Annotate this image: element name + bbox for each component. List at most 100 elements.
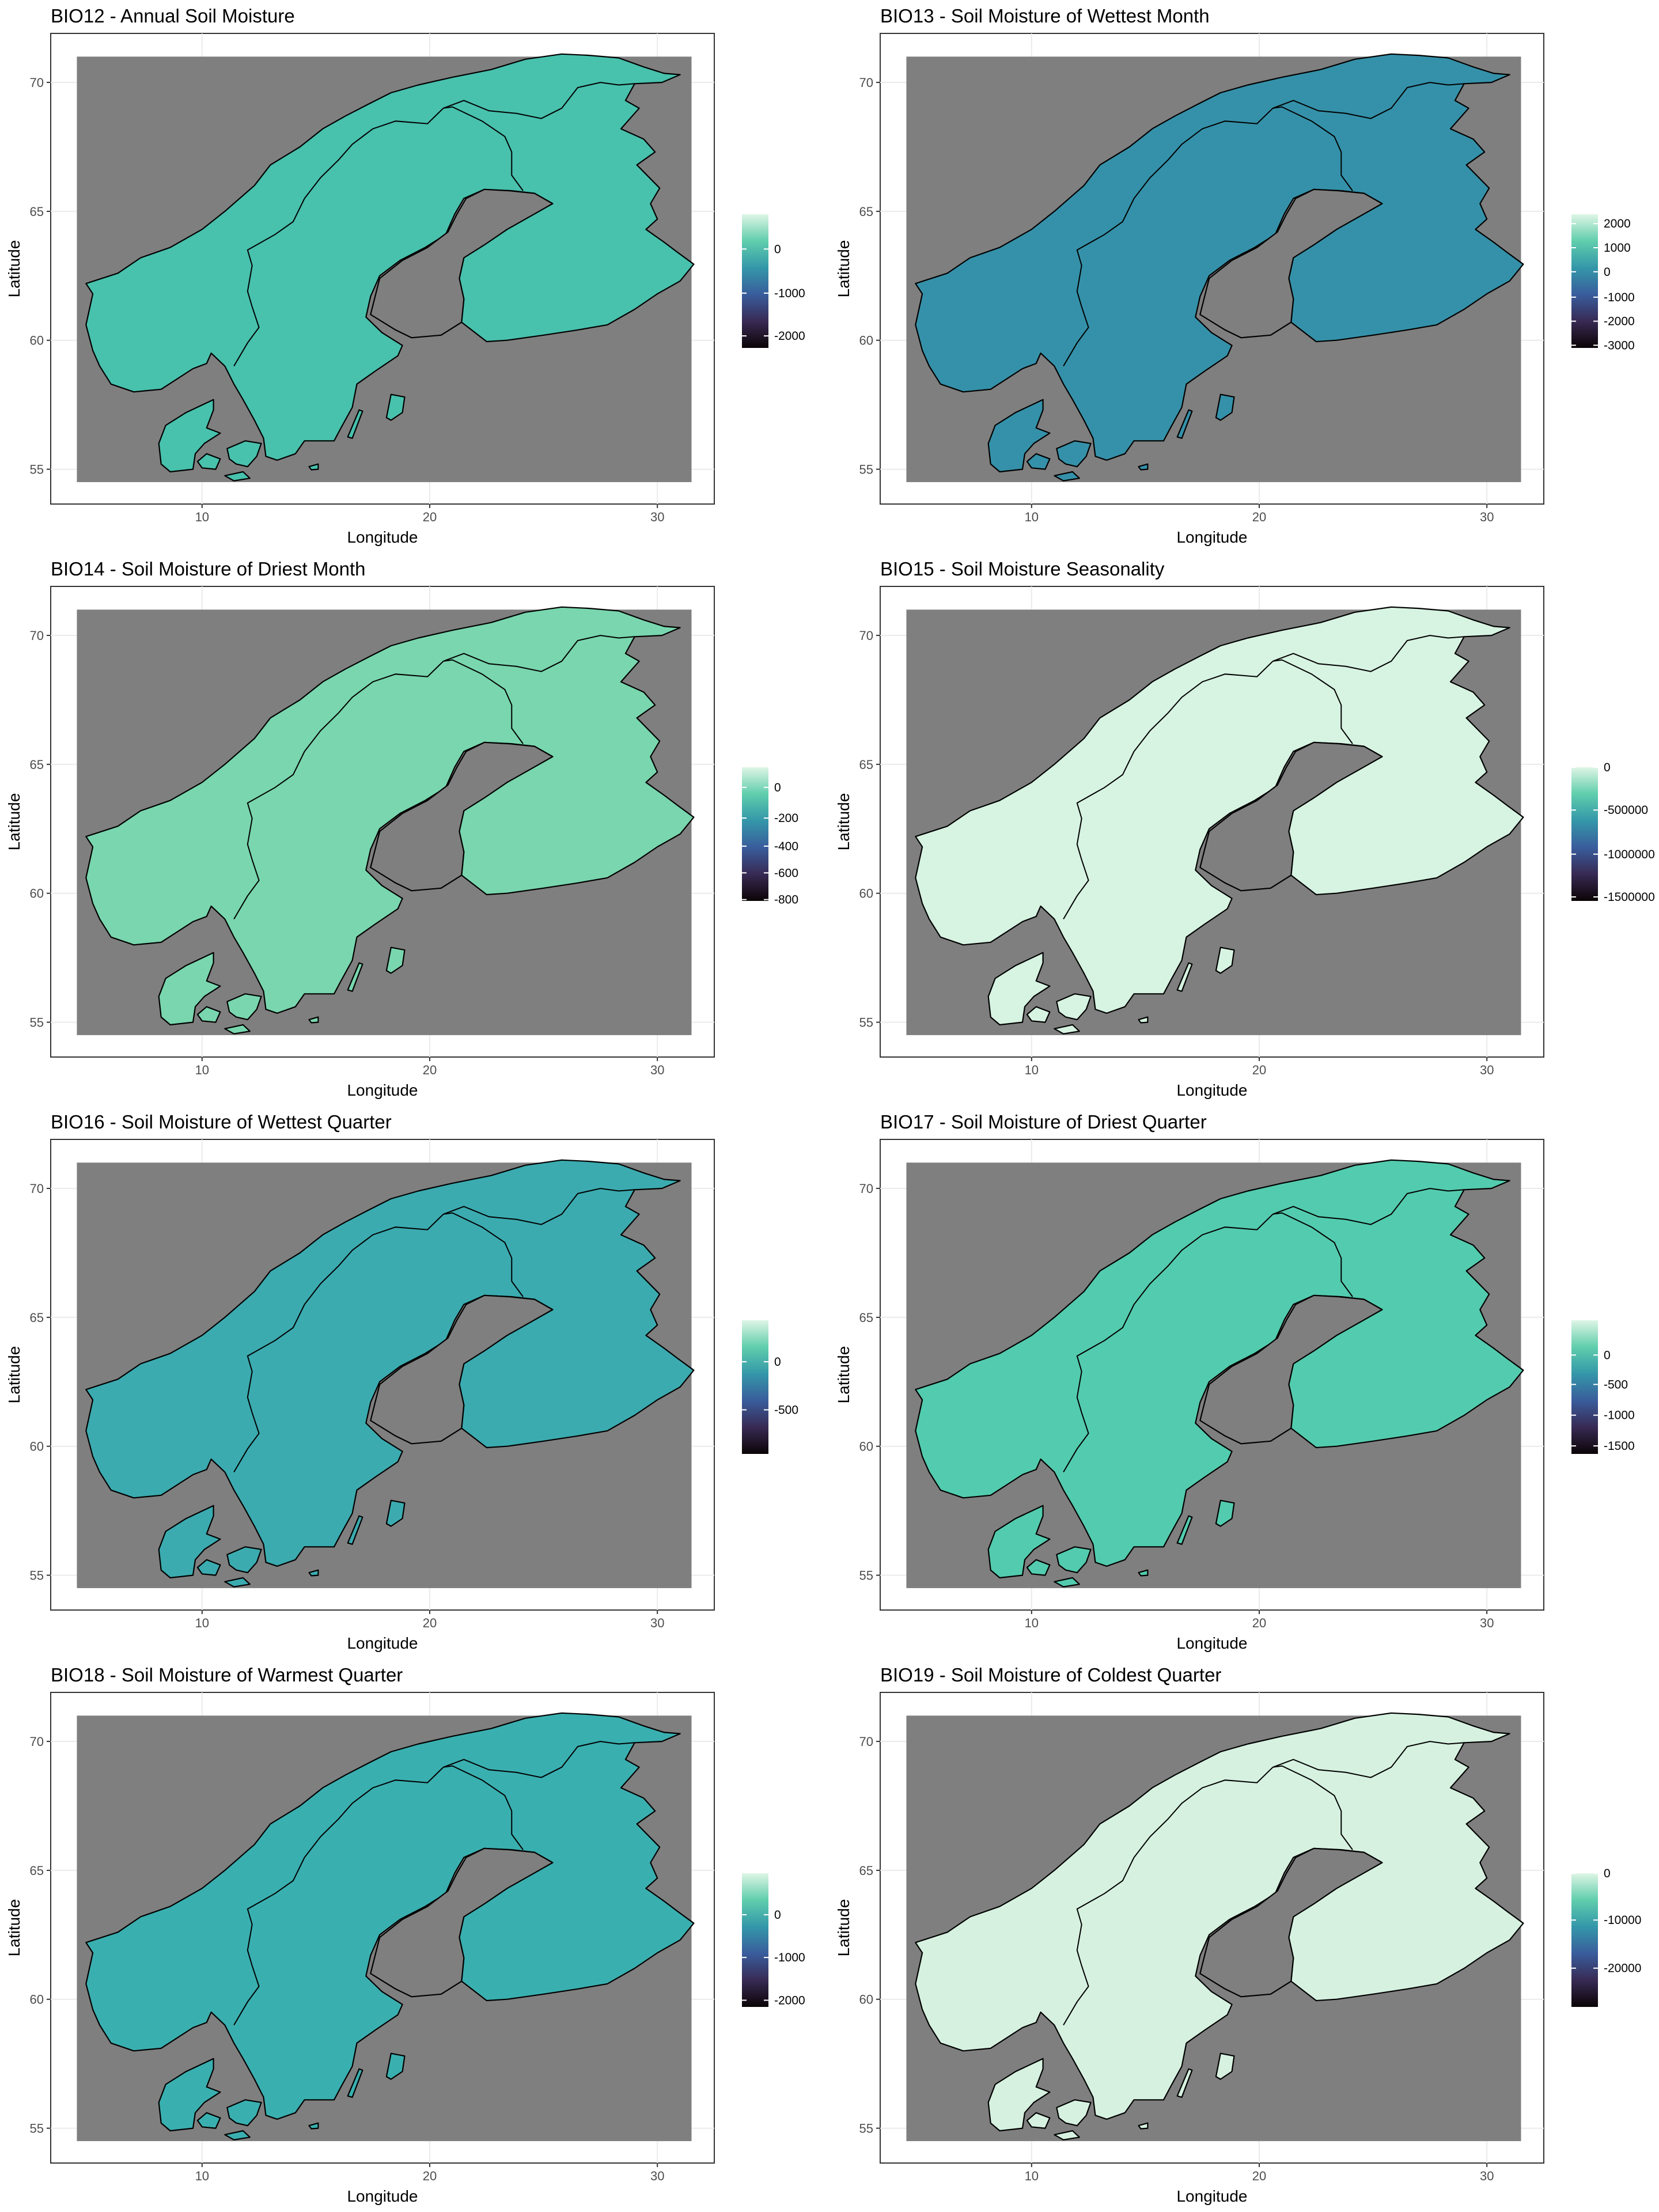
colorbar-label: -500	[774, 1403, 798, 1416]
land-layer	[915, 1159, 1524, 1588]
island-shape	[987, 1505, 1051, 1579]
national-border	[443, 635, 635, 672]
colorbar-label: -500	[1604, 1378, 1628, 1391]
y-axis-label: Latitude	[835, 1346, 853, 1404]
x-axis-label: Longitude	[1176, 1634, 1247, 1652]
x-axis-label: Longitude	[1176, 528, 1247, 546]
island-shape	[226, 2099, 262, 2127]
national-border	[443, 1188, 635, 1225]
colorbar	[742, 767, 768, 901]
island-shape	[226, 440, 262, 468]
y-tick-label: 70	[30, 628, 44, 643]
land-layer	[915, 1712, 1524, 2141]
colorbar-label: -800	[774, 893, 798, 907]
y-tick-label: 55	[859, 1569, 873, 1583]
map-plot: 10 20 30 55 60 65 70 Longitude Latitude 0 -500	[5, 1139, 798, 1652]
colorbar-label: -1500	[1604, 1440, 1635, 1453]
y-tick-label: 55	[859, 2122, 873, 2136]
island-shape	[987, 399, 1051, 473]
island-shape	[224, 1024, 251, 1035]
colorbar-label: 0	[1604, 1867, 1611, 1880]
colorbar	[1571, 214, 1598, 348]
x-axis-label: Longitude	[347, 2187, 418, 2205]
x-tick-label: 20	[1252, 2169, 1266, 2183]
national-border	[1063, 661, 1274, 920]
y-tick-label: 70	[30, 75, 44, 90]
island-shape	[347, 2068, 363, 2098]
colorbar-label: 0	[774, 243, 781, 256]
map-title: BIO19 - Soil Moisture of Coldest Quarter	[880, 1664, 1222, 1685]
map-panel-bio12: BIO12 - Annual Soil Moisture 10 20 30 55 60 6…	[0, 0, 830, 553]
land-layer	[85, 1712, 695, 2141]
map-plot: 10 20 30 55 60 65 70 Longitude Latitude 2000 1000 0…	[835, 33, 1635, 546]
x-axis-label: Longitude	[1176, 1081, 1247, 1099]
y-axis-label: Latitude	[835, 240, 853, 298]
x-tick-label: 30	[1480, 2169, 1494, 2183]
map-plot: 10 20 30 55 60 65 70 Longitude Latitude 0 -1000 -20…	[5, 33, 805, 546]
y-tick-label: 60	[30, 334, 44, 348]
island-shape	[158, 399, 221, 473]
colorbar-label: 0	[774, 1355, 781, 1369]
island-shape	[196, 1006, 221, 1023]
x-tick-label: 20	[423, 1616, 437, 1630]
colorbar-label: 2000	[1604, 217, 1631, 230]
y-tick-label: 60	[859, 1440, 873, 1454]
x-tick-label: 10	[195, 2169, 209, 2183]
y-axis-label: Latitude	[5, 240, 23, 298]
map-title: BIO13 - Soil Moisture of Wettest Month	[880, 5, 1210, 26]
y-tick-label: 55	[30, 463, 44, 477]
x-tick-label: 10	[1025, 1063, 1039, 1077]
gulf-of-bothnia	[370, 1847, 554, 1998]
y-tick-label: 70	[859, 75, 873, 90]
y-tick-label: 55	[30, 2122, 44, 2136]
y-tick-label: 55	[859, 1016, 873, 1030]
national-border	[443, 1765, 524, 1850]
y-tick-label: 70	[30, 1181, 44, 1196]
y-tick-label: 65	[859, 204, 873, 219]
island-shape	[1215, 393, 1235, 421]
land-layer	[915, 606, 1524, 1035]
island-shape	[1026, 2112, 1051, 2129]
map-panel-bio15: BIO15 - Soil Moisture Seasonality 10 20 30…	[830, 553, 1659, 1106]
y-axis-label: Latitude	[835, 793, 853, 851]
colorbar-label: -2000	[774, 1994, 805, 2007]
national-border	[1272, 659, 1353, 744]
island-shape	[385, 393, 406, 421]
y-tick-label: 65	[30, 757, 44, 772]
x-tick-label: 10	[195, 510, 209, 524]
island-shape	[1215, 1499, 1235, 1527]
colorbar-label: -1500000	[1604, 891, 1655, 904]
island-shape	[1054, 1024, 1080, 1035]
island-shape	[385, 2052, 406, 2080]
island-shape	[1054, 2130, 1080, 2141]
island-shape	[224, 1577, 251, 1588]
island-shape	[196, 2112, 221, 2129]
colorbar-label: -1000	[1604, 291, 1635, 304]
gulf-of-bothnia	[370, 1294, 554, 1445]
island-shape	[1138, 1569, 1149, 1577]
island-shape	[1215, 2052, 1235, 2080]
y-tick-label: 65	[859, 1310, 873, 1325]
island-shape	[226, 993, 262, 1021]
island-shape	[226, 1546, 262, 1574]
national-border	[1272, 635, 1464, 672]
island-shape	[224, 471, 251, 482]
national-border	[1272, 82, 1464, 119]
gulf-of-bothnia	[1199, 188, 1383, 339]
x-tick-label: 30	[1480, 510, 1494, 524]
x-tick-label: 30	[1480, 1063, 1494, 1077]
colorbar-label: 0	[774, 1908, 781, 1922]
island-shape	[1138, 2122, 1149, 2130]
gulf-of-bothnia	[370, 741, 554, 892]
y-tick-label: 70	[859, 628, 873, 643]
island-shape	[158, 952, 221, 1026]
x-axis-label: Longitude	[1176, 2187, 1247, 2205]
y-tick-label: 65	[30, 204, 44, 219]
island-shape	[1026, 1006, 1051, 1023]
colorbar-label: -500000	[1604, 804, 1648, 817]
national-border	[1063, 108, 1274, 367]
island-shape	[347, 409, 363, 439]
x-tick-label: 30	[1480, 1616, 1494, 1630]
y-tick-label: 70	[859, 1734, 873, 1749]
island-shape	[1056, 1546, 1092, 1574]
